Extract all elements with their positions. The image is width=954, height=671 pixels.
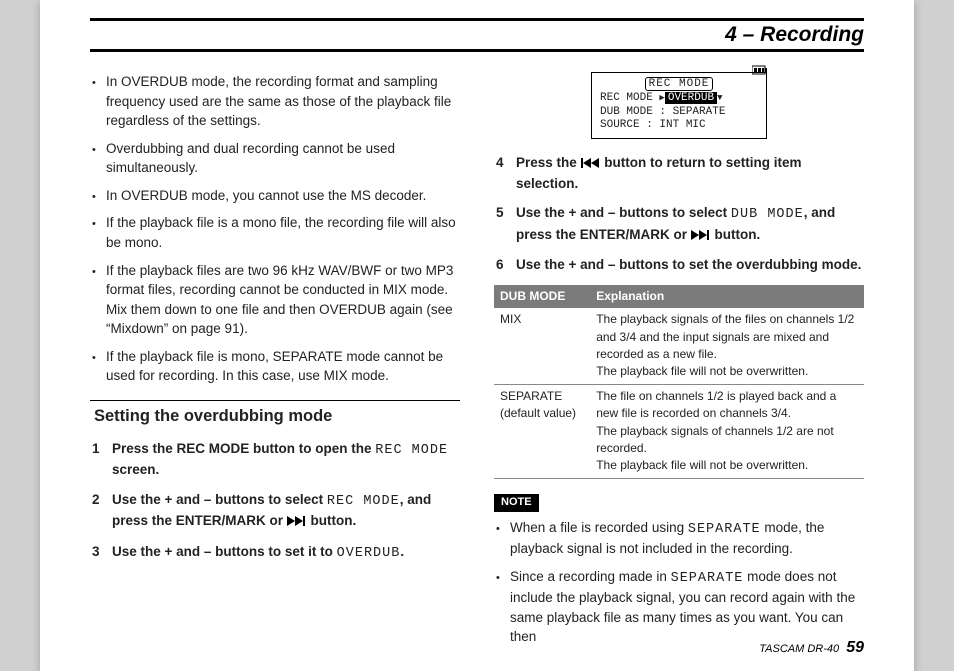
lcd-screenshot: REC MODE REC MODE ▶OVERDUB▼ DUB MODE : S… (494, 72, 864, 139)
two-column-layout: In OVERDUB mode, the recording format an… (90, 72, 864, 655)
step-text: Press the (516, 155, 581, 170)
table-row: MIX The playback signals of the files on… (494, 308, 864, 384)
list-item: Since a recording made in SEPARATE mode … (494, 567, 864, 647)
note-text: Since a recording made in (510, 569, 671, 584)
manual-page: 4 – Recording In OVERDUB mode, the recor… (40, 0, 914, 671)
lcd-line-2: DUB MODE : SEPARATE (600, 106, 758, 120)
next-track-icon (691, 226, 711, 246)
step-2: Use the + and – buttons to select REC MO… (90, 490, 460, 532)
page-footer: TASCAM DR-40 59 (759, 639, 864, 657)
dub-mode-table: DUB MODE Explanation MIX The playback si… (494, 285, 864, 479)
chapter-title: 4 – Recording (90, 18, 864, 52)
step-text: Press the REC MODE button to open the (112, 441, 375, 456)
step-text: button. (307, 513, 356, 528)
table-header: DUB MODE (494, 285, 590, 308)
lcd-title-text: REC MODE (645, 77, 714, 91)
prev-track-icon (581, 154, 601, 174)
table-cell-mode: SEPARATE (default value) (494, 384, 590, 478)
value-mono: OVERDUB (337, 546, 401, 561)
lcd-line-1: REC MODE ▶OVERDUB▼ (600, 92, 758, 106)
left-column: In OVERDUB mode, the recording format an… (90, 72, 460, 655)
step-6: Use the + and – buttons to set the overd… (494, 255, 864, 275)
step-text: screen. (112, 462, 159, 477)
list-item: In OVERDUB mode, you cannot use the MS d… (90, 186, 460, 206)
right-column: REC MODE REC MODE ▶OVERDUB▼ DUB MODE : S… (494, 72, 864, 655)
page-number: 59 (846, 639, 864, 656)
screen-name-mono: REC MODE (375, 443, 448, 458)
list-item: If the playback files are two 96 kHz WAV… (90, 261, 460, 339)
step-text: Use the + and – buttons to select (112, 492, 327, 507)
list-item: If the playback file is mono, SEPARATE m… (90, 347, 460, 386)
table-cell-explanation: The file on channels 1/2 is played back … (590, 384, 864, 478)
lcd-title-row: REC MODE (600, 78, 758, 92)
lcd-key: REC MODE (600, 92, 653, 104)
table-header-row: DUB MODE Explanation (494, 285, 864, 308)
value-mono: SEPARATE (671, 571, 744, 586)
value-mono: SEPARATE (688, 522, 761, 537)
param-name-mono: DUB MODE (731, 207, 804, 222)
note-text: When a file is recorded using (510, 520, 688, 535)
down-arrow-icon: ▼ (717, 93, 722, 103)
param-name-mono: REC MODE (327, 494, 400, 509)
list-item: When a file is recorded using SEPARATE m… (494, 518, 864, 559)
list-item: In OVERDUB mode, the recording format an… (90, 72, 460, 131)
table-row: SEPARATE (default value) The file on cha… (494, 384, 864, 478)
table-header: Explanation (590, 285, 864, 308)
next-track-icon (287, 512, 307, 532)
step-4: Press the button to return to setting it… (494, 153, 864, 193)
step-1: Press the REC MODE button to open the RE… (90, 439, 460, 480)
step-text: Use the + and – buttons to select (516, 205, 731, 220)
footer-model: TASCAM DR-40 (759, 643, 839, 655)
lcd-display: REC MODE REC MODE ▶OVERDUB▼ DUB MODE : S… (591, 72, 767, 139)
lcd-selected-value: OVERDUB (665, 92, 717, 104)
step-3: Use the + and – buttons to set it to OVE… (90, 542, 460, 564)
steps-list: Press the REC MODE button to open the RE… (90, 439, 460, 564)
section-divider (90, 400, 460, 401)
step-text: Use the + and – buttons to set it to (112, 544, 337, 559)
steps-list-right: Press the button to return to setting it… (494, 153, 864, 275)
list-item: If the playback file is a mono file, the… (90, 213, 460, 252)
battery-icon (752, 65, 768, 81)
lcd-line-3: SOURCE : INT MIC (600, 119, 758, 133)
step-text: . (400, 544, 404, 559)
note-badge: NOTE (494, 494, 539, 512)
step-5: Use the + and – buttons to select DUB MO… (494, 203, 864, 245)
table-cell-mode: MIX (494, 308, 590, 384)
table-cell-explanation: The playback signals of the files on cha… (590, 308, 864, 384)
note-bullet-list: When a file is recorded using SEPARATE m… (494, 518, 864, 647)
step-text: Use the + and – buttons to set the overd… (516, 257, 861, 272)
section-heading: Setting the overdubbing mode (90, 405, 460, 429)
step-text: button. (711, 227, 760, 242)
notes-bullet-list: In OVERDUB mode, the recording format an… (90, 72, 460, 386)
list-item: Overdubbing and dual recording cannot be… (90, 139, 460, 178)
